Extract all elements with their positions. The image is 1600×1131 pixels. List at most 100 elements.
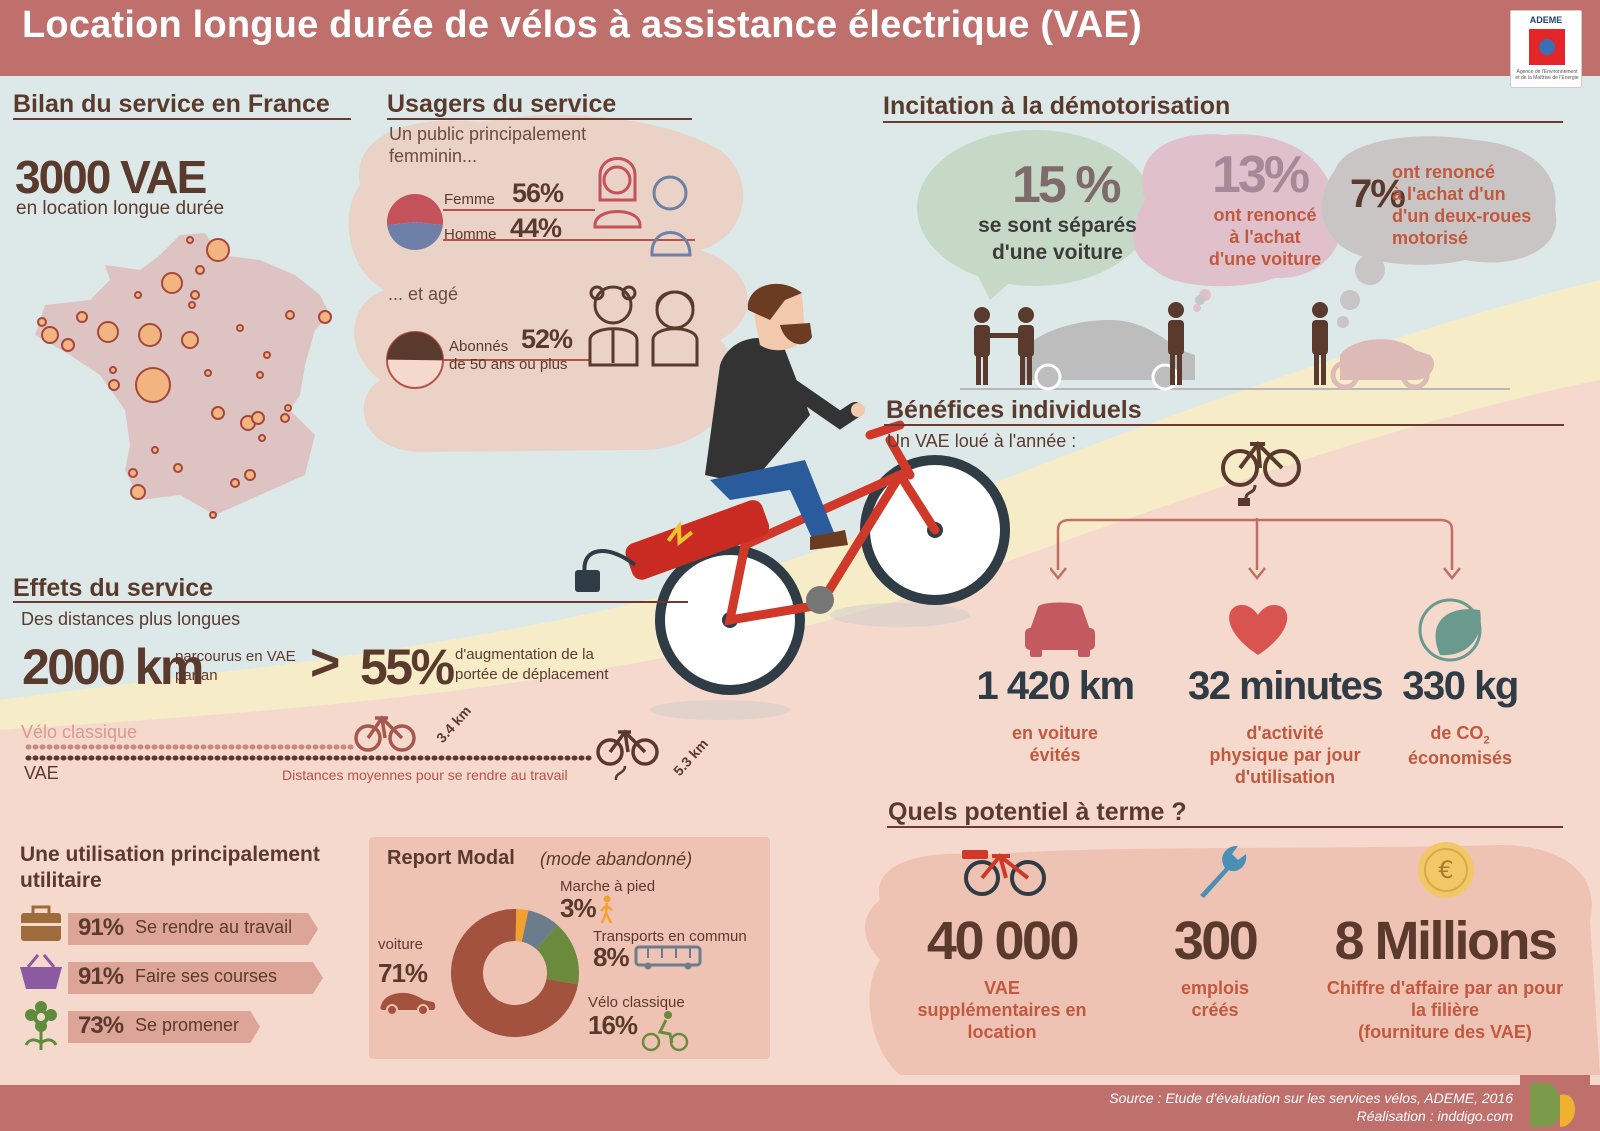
usagers-divider [387, 118, 692, 120]
report-voiture-label: voiture [378, 936, 424, 953]
abonnes-sub: de 50 ans ou plus [449, 356, 568, 373]
benefice-3-l1: de CO [1430, 723, 1484, 743]
benefice-1-l2: évités [1029, 745, 1081, 765]
heart-icon [1229, 605, 1288, 655]
homme-label: Homme [444, 226, 497, 243]
ebike-red-icon [962, 850, 1046, 896]
elderly-icons [588, 285, 699, 367]
utilisation-bar-2 [68, 962, 323, 994]
usagers-title: Usagers du service [387, 90, 617, 118]
page-title: Location longue durée de vélos à assista… [22, 4, 1142, 46]
potentiel-1-l2: supplémentaires en [917, 1000, 1087, 1020]
report-title: Report Modal [387, 847, 515, 869]
utilisation-label-1: Se rendre au travail [135, 917, 293, 937]
france-map [35, 233, 332, 519]
incitation-b1-text2: d'une voiture [991, 241, 1123, 264]
thinking-person-icon [1168, 302, 1184, 385]
footer-credit: Réalisation : inddigo.com [1356, 1108, 1513, 1124]
effets-title: Effets du service [13, 574, 214, 602]
header-bar [0, 0, 1600, 76]
ebike-small-icon [596, 729, 659, 766]
report-tc-label: Transports en commun [593, 928, 747, 945]
effets-pct-caption2: portée de déplacement [455, 666, 609, 683]
age-chart [386, 331, 590, 389]
woman-man-icons [593, 157, 692, 257]
cyclist-illustration [575, 283, 1010, 720]
globe-leaf-icon [1418, 598, 1482, 662]
utilisation-icons [20, 905, 62, 1050]
footer-bar [0, 1085, 1600, 1131]
femme-share-mark [387, 194, 443, 226]
effets-divider [13, 601, 688, 603]
incitation-b3-text2: à l'achat d'un [1392, 184, 1506, 204]
donut-slice-transports [521, 910, 558, 950]
bilan-big-value: 3000 VAE [15, 151, 207, 203]
svg-text:€: € [1438, 856, 1453, 884]
effets-pct-caption1: d'augmentation de la [455, 646, 594, 663]
donut-slice-marche [515, 909, 529, 942]
walker-icon [600, 895, 613, 924]
car-moto-scene [960, 295, 1510, 391]
euro-coin-icon: € [1418, 842, 1474, 898]
bus-icon [634, 945, 702, 970]
effets-km-caption2: par an [175, 667, 218, 684]
potentiel-2-value: 300 [1173, 911, 1259, 971]
utilisation-title1: Une utilisation principalement [20, 843, 320, 866]
velo-classique-label: Vélo classique [21, 722, 138, 742]
benefice-3-value: 330 kg [1402, 664, 1519, 708]
effets-km-value: 2000 km [22, 639, 204, 695]
report-marche-label: Marche à pied [560, 878, 656, 895]
report-marche-value: 3% [560, 893, 597, 923]
distance-comparison [25, 715, 659, 781]
moto-icon [1340, 339, 1435, 380]
dist-caption: Distances moyennes pour se rendre au tra… [282, 767, 568, 783]
benefice-3-l1-wrap: de CO2 [1380, 723, 1540, 747]
donut-slice-voiture [451, 909, 578, 1037]
benefice-2-value: 32 minutes [1188, 664, 1383, 708]
incitation-b2-text3: d'une voiture [1208, 249, 1322, 269]
potentiel-3-l3: (fourniture des VAE) [1358, 1022, 1532, 1042]
utilisation-bar-1 [68, 913, 318, 945]
utilisation-pct-2: 91% [78, 963, 124, 990]
benefices-intro: Un VAE loué à l'année : [887, 431, 1077, 451]
logo-text: ADEME [1529, 15, 1563, 25]
plug-icon [575, 570, 600, 592]
ademe-logo: ADEME Agence de l'Environnement et de la… [1510, 10, 1582, 88]
logo-subtext: Agence de l'Environnement et de la Maîtr… [1515, 69, 1579, 81]
footer-source: Source : Etude d'évaluation sur les serv… [1109, 1090, 1513, 1106]
ebike-icon [1221, 440, 1301, 487]
flower-icon [24, 1001, 58, 1050]
potentiel-3-l1: Chiffre d'affaire par an pour [1326, 978, 1564, 998]
femme-label: Femme [444, 191, 495, 208]
car-icon [1020, 320, 1195, 380]
city-markers [37, 236, 332, 519]
abonnes-share-mark [387, 332, 443, 361]
benefices-icons [1025, 598, 1482, 662]
report-donut-chart [451, 909, 579, 1037]
utilisation-label-2: Faire ses courses [135, 966, 278, 986]
bike-icon [354, 715, 416, 752]
incitation-b2-text2: à l'achat [1229, 227, 1301, 247]
utilisation-pct-3: 73% [78, 1012, 124, 1039]
potentiel-divider [887, 826, 1563, 828]
chainring [806, 586, 834, 614]
effets-gt: > [310, 634, 341, 692]
usagers-intro: Un public principalement femminin... [389, 124, 587, 166]
incitation-b3-value: 7% [1350, 172, 1406, 216]
potentiel-1-value: 40 000 [926, 911, 1080, 971]
utilisation-label-3: Se promener [135, 1015, 240, 1035]
incitation-title: Incitation à la démotorisation [883, 92, 1231, 120]
potentiel-title: Quels potentiel à terme ? [888, 798, 1187, 826]
utilisation-pct-1: 91% [78, 914, 124, 941]
benefices-divider [884, 424, 1564, 426]
report-subtitle: (mode abandonné) [540, 849, 693, 869]
benefice-3-sub: 2 [1483, 734, 1490, 747]
globe-icon [1539, 39, 1555, 55]
homme-value: 44% [510, 213, 562, 243]
incitation-b2-value: 13% [1212, 146, 1310, 204]
report-voiture-value: 71% [378, 958, 428, 988]
benefice-2-l1: d'activité [1246, 723, 1324, 743]
incitation-b1-text1: se sont séparés [978, 214, 1137, 237]
cyclist-small-icon [641, 1011, 689, 1052]
